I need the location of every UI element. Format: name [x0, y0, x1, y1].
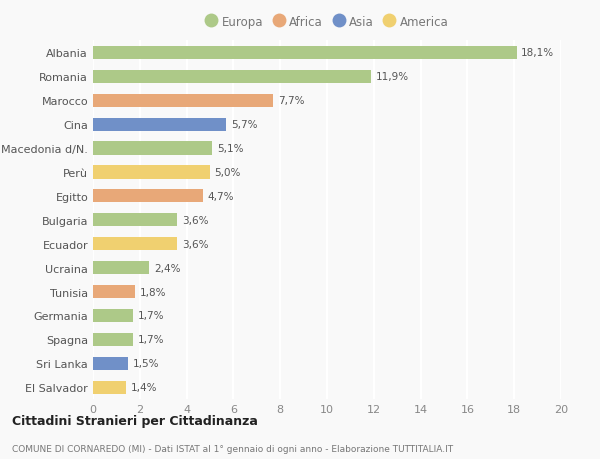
- Bar: [93, 238, 177, 251]
- Text: 2,4%: 2,4%: [154, 263, 181, 273]
- Bar: [93, 47, 517, 60]
- Bar: [93, 381, 126, 394]
- Text: 4,7%: 4,7%: [208, 191, 234, 202]
- Text: Cittadini Stranieri per Cittadinanza: Cittadini Stranieri per Cittadinanza: [12, 414, 258, 428]
- Bar: [93, 309, 133, 322]
- Bar: [93, 190, 203, 203]
- Text: 3,6%: 3,6%: [182, 215, 208, 225]
- Bar: [93, 357, 128, 370]
- Text: 3,6%: 3,6%: [182, 239, 208, 249]
- Bar: [93, 214, 177, 227]
- Text: 1,4%: 1,4%: [130, 382, 157, 392]
- Text: 11,9%: 11,9%: [376, 72, 409, 82]
- Bar: [93, 333, 133, 346]
- Bar: [93, 166, 210, 179]
- Bar: [93, 285, 135, 298]
- Text: 1,7%: 1,7%: [137, 335, 164, 345]
- Bar: [93, 71, 371, 84]
- Text: 5,7%: 5,7%: [231, 120, 257, 130]
- Bar: [93, 95, 273, 107]
- Text: 18,1%: 18,1%: [521, 48, 554, 58]
- Bar: [93, 118, 226, 131]
- Bar: [93, 142, 212, 155]
- Text: 1,7%: 1,7%: [137, 311, 164, 321]
- Text: 5,0%: 5,0%: [215, 168, 241, 178]
- Text: 1,5%: 1,5%: [133, 358, 159, 369]
- Text: 5,1%: 5,1%: [217, 144, 244, 154]
- Bar: [93, 262, 149, 274]
- Text: COMUNE DI CORNAREDO (MI) - Dati ISTAT al 1° gennaio di ogni anno - Elaborazione : COMUNE DI CORNAREDO (MI) - Dati ISTAT al…: [12, 444, 453, 453]
- Legend: Europa, Africa, Asia, America: Europa, Africa, Asia, America: [200, 11, 454, 34]
- Text: 7,7%: 7,7%: [278, 96, 304, 106]
- Text: 1,8%: 1,8%: [140, 287, 166, 297]
